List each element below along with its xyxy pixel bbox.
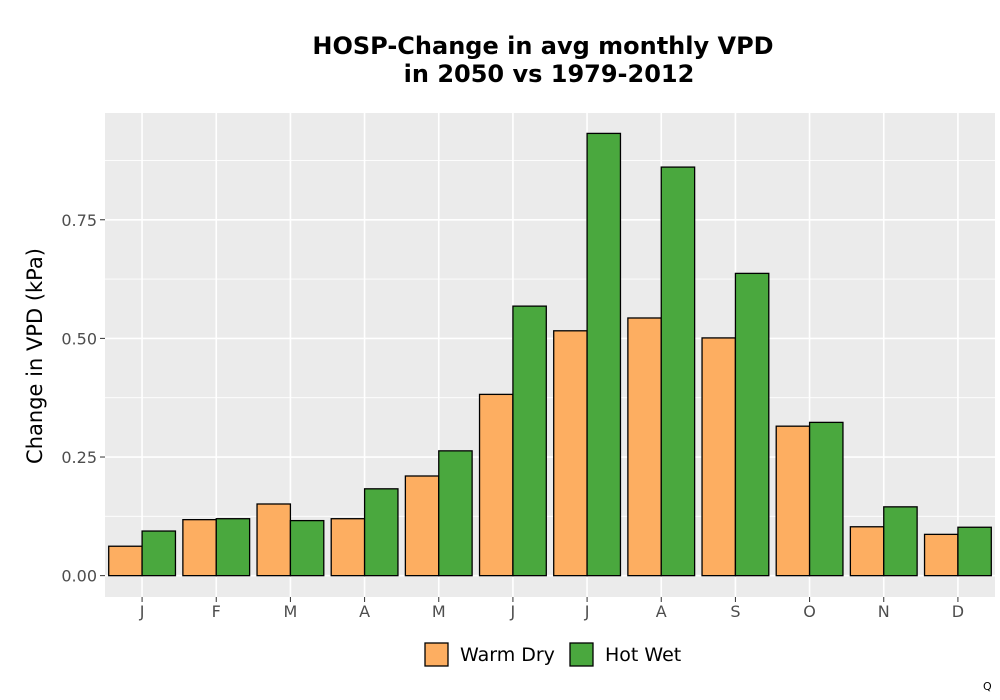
bar (957, 526, 992, 577)
bar (627, 317, 662, 577)
bar (586, 132, 622, 577)
x-tick-label: J (510, 602, 516, 621)
y-tick-label: 0.75 (61, 211, 97, 230)
chart-title: HOSP-Change in avg monthly VPD (312, 32, 773, 60)
bar (478, 393, 514, 577)
bar (849, 526, 885, 577)
y-tick-label: 0.50 (61, 329, 97, 348)
legend: Warm Dry Hot Wet (424, 642, 681, 667)
bar (923, 533, 959, 577)
x-tick-label: J (584, 602, 590, 621)
bar (108, 545, 143, 577)
y-tick-label: 0.00 (61, 567, 97, 586)
bar (215, 518, 251, 577)
corner-mark: Q (983, 680, 992, 693)
bar (438, 450, 473, 577)
x-tick-label: M (284, 602, 298, 621)
bar (512, 305, 547, 577)
y-axis: 0.00 0.25 0.50 0.75 (61, 211, 105, 586)
bar (141, 530, 177, 577)
x-tick-label: J (139, 602, 145, 621)
x-tick-label: O (803, 602, 816, 621)
x-tick-label: A (359, 602, 370, 621)
legend-swatch (424, 642, 449, 667)
bar (660, 166, 696, 577)
y-axis-title: Change in VPD (kPa) (23, 248, 47, 464)
legend-swatch (569, 642, 594, 667)
bars (108, 132, 992, 577)
bar (404, 475, 440, 577)
bar (734, 272, 770, 577)
legend-label: Warm Dry (460, 644, 555, 666)
bar (775, 425, 811, 577)
bar (289, 519, 325, 577)
bar (182, 519, 217, 577)
bar (701, 337, 737, 577)
y-tick-label: 0.25 (61, 448, 97, 467)
bar (256, 503, 292, 577)
x-tick-label: D (952, 602, 964, 621)
x-tick-label: M (432, 602, 446, 621)
legend-label: Hot Wet (605, 644, 681, 666)
bar (363, 488, 399, 577)
chart-subtitle: in 2050 vs 1979-2012 (404, 60, 695, 88)
x-tick-label: A (656, 602, 667, 621)
bar (883, 506, 918, 577)
bar (330, 518, 366, 577)
x-tick-label: N (878, 602, 890, 621)
bar (808, 421, 844, 577)
bar (553, 330, 588, 577)
x-tick-label: F (212, 602, 221, 621)
x-tick-label: S (730, 602, 740, 621)
